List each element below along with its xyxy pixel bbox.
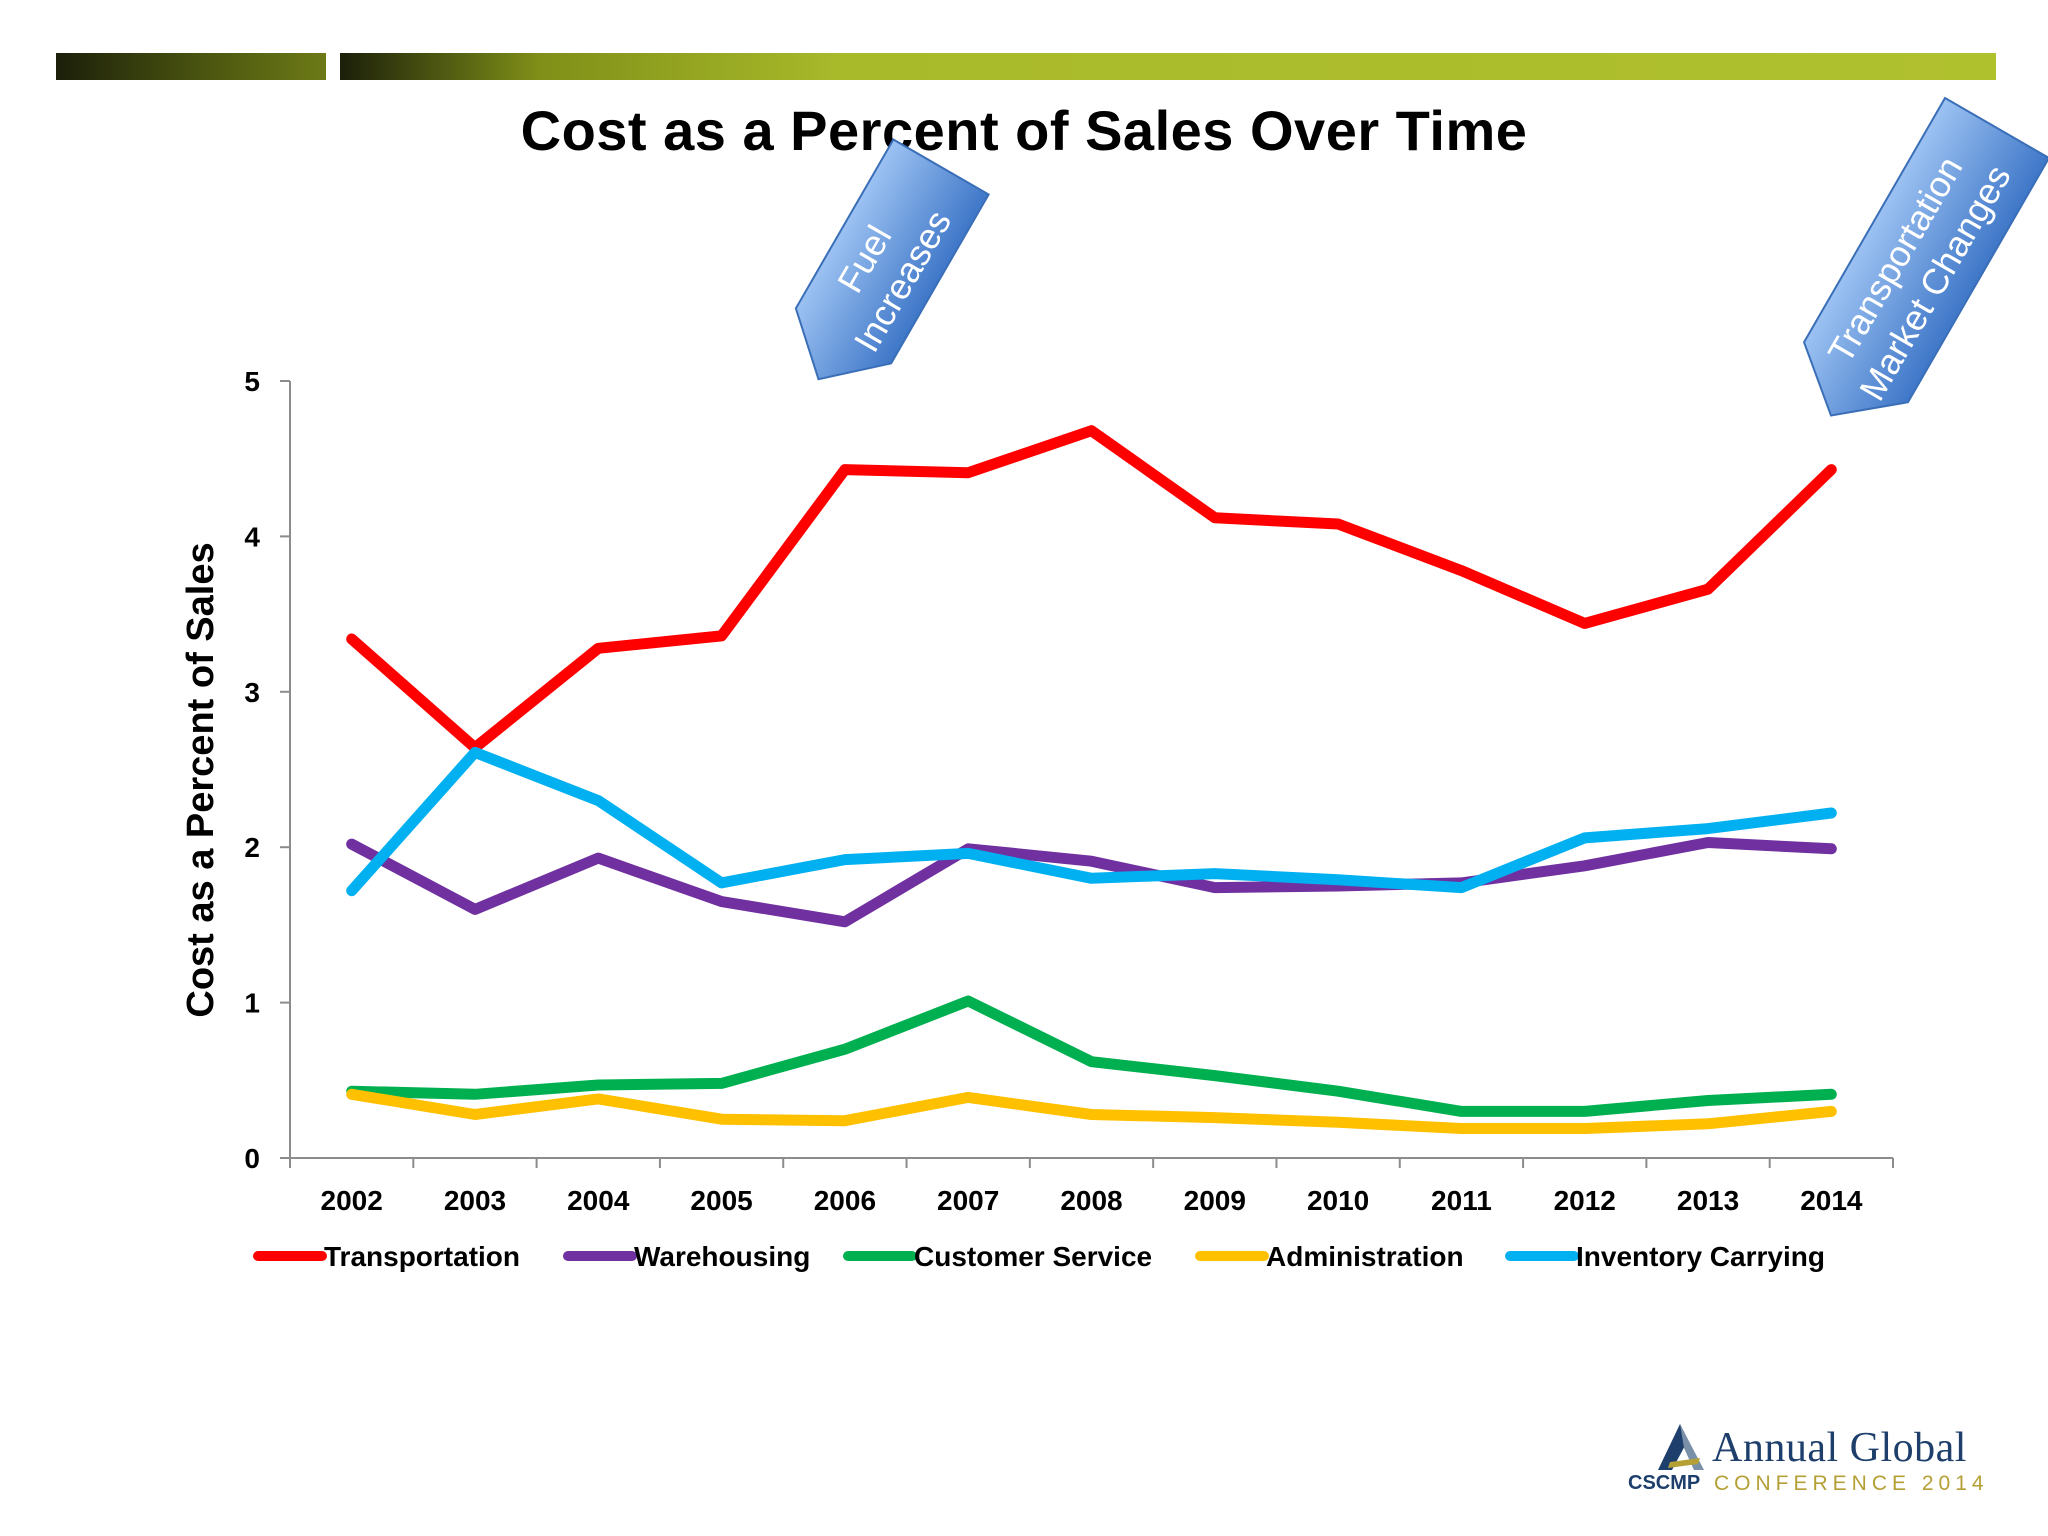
legend-label-administration: Administration: [1266, 1241, 1464, 1272]
x-tick-label: 2003: [444, 1185, 506, 1216]
x-tick-label: 2004: [567, 1185, 630, 1216]
chart-series: [346, 425, 1837, 1134]
x-tick-label: 2010: [1307, 1185, 1369, 1216]
y-axis-label: Cost as a Percent of Sales: [180, 542, 222, 1017]
x-tick-label: 2002: [321, 1185, 383, 1216]
series-line-administration: [346, 1088, 1837, 1134]
logo-annual-global: Annual Global: [1712, 1425, 1967, 1471]
chart-legend: Transportation Warehousing Customer Servic…: [253, 1241, 1825, 1272]
legend-label-customer-service: Customer Service: [914, 1241, 1152, 1272]
series-line-warehousing: [346, 837, 1837, 928]
series-line-customer-service: [346, 995, 1837, 1117]
logo-cscmp: CSCMP: [1628, 1472, 1701, 1494]
x-tick-label: 2014: [1800, 1185, 1863, 1216]
y-tick-label: 2: [244, 832, 260, 863]
cscmp-conference-logo: Annual Global CSCMP CONFERENCE 2014: [1622, 1418, 2002, 1498]
slide-title: Cost as a Percent of Sales Over Time: [520, 99, 1528, 162]
header-bar-left: [56, 53, 326, 80]
logo-conference: CONFERENCE 2014: [1714, 1472, 1989, 1495]
x-tick-label: 2013: [1677, 1185, 1739, 1216]
x-tick-label: 2011: [1431, 1185, 1492, 1216]
x-tick-label: 2006: [814, 1185, 876, 1216]
y-tick-label: 4: [244, 521, 260, 552]
legend-label-warehousing: Warehousing: [634, 1241, 810, 1272]
x-tick-label: 2012: [1554, 1185, 1616, 1216]
chart-axes: 0 1 2 3 4 5 2002 2003 2004 2005 2006 2007 2008 2009 20…: [244, 366, 1894, 1216]
callout-arrow-shape: [1802, 96, 2048, 417]
x-tick-label: 2008: [1060, 1185, 1122, 1216]
series-line-transportation: [346, 425, 1837, 754]
legend-label-inventory-carrying: Inventory Carrying: [1576, 1241, 1825, 1272]
x-tick-label: 2009: [1184, 1185, 1246, 1216]
header-bar-right: [340, 53, 1996, 80]
y-tick-label: 5: [244, 366, 260, 397]
y-tick-label: 1: [244, 988, 260, 1019]
x-tick-label: 2007: [937, 1185, 999, 1216]
series-line-inventory-carrying: [346, 746, 1837, 897]
triangle-logo-icon: [1658, 1424, 1704, 1470]
callout-transportation-market-changes: Transportation Market Changes: [1802, 96, 2048, 417]
callout-fuel-increases: Fuel Increases: [794, 138, 990, 381]
y-tick-label: 0: [244, 1143, 260, 1174]
x-tick-label: 2005: [690, 1185, 752, 1216]
legend-label-transportation: Transportation: [324, 1241, 520, 1272]
y-tick-label: 3: [244, 677, 260, 708]
callout-arrow-shape: [794, 138, 990, 381]
